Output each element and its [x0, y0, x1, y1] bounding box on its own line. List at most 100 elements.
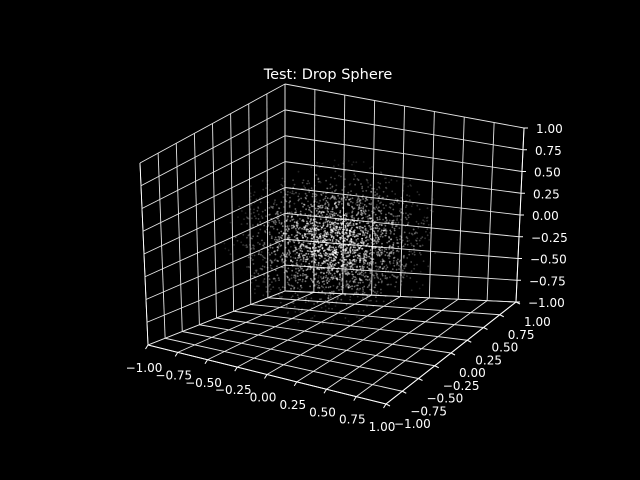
scatter-point [339, 211, 341, 214]
scatter-point [347, 255, 350, 258]
scatter-point [318, 254, 320, 257]
scatter-point [389, 229, 392, 232]
scatter-point [290, 211, 293, 214]
scatter-point [310, 218, 312, 221]
scatter-point [293, 202, 296, 205]
scatter-point [307, 180, 309, 182]
scatter-point [288, 239, 291, 242]
scatter-point [341, 230, 344, 233]
scatter-point [335, 301, 338, 304]
scatter-point [319, 298, 321, 301]
scatter-point [324, 207, 327, 210]
scatter-point [377, 240, 379, 243]
scatter-point [378, 196, 380, 199]
scatter-point [351, 267, 354, 269]
scatter-point [365, 216, 367, 218]
scatter-point [430, 223, 433, 226]
scatter-point [278, 279, 280, 281]
scatter-point [373, 207, 375, 209]
scatter-point [281, 177, 284, 180]
scatter-point [349, 248, 351, 251]
scatter-point [377, 238, 380, 241]
scatter-point [273, 259, 276, 262]
scatter-point [313, 214, 316, 217]
scatter-point [344, 213, 347, 215]
scatter-point [315, 239, 317, 241]
scatter-point [353, 216, 355, 219]
scatter-point [336, 222, 339, 225]
scatter-point [260, 195, 263, 198]
scatter-point [266, 221, 268, 224]
scatter-point [327, 273, 330, 275]
scatter-point [332, 257, 335, 260]
scatter-point [345, 215, 348, 218]
grid-line-left-z [141, 135, 286, 209]
scatter-point [305, 269, 308, 271]
scatter-point [346, 272, 348, 274]
scatter-point [382, 203, 385, 206]
scatter-point [313, 285, 315, 287]
scatter-point [352, 219, 354, 222]
scatter-point [373, 222, 375, 225]
scatter-point [333, 165, 335, 168]
scatter-point [326, 281, 329, 284]
scatter-point [309, 214, 312, 216]
scatter-point [326, 223, 329, 226]
scatter-point [267, 249, 269, 251]
scatter-point [362, 253, 365, 255]
scatter-point [381, 260, 384, 263]
scatter-point [375, 268, 378, 271]
scatter-point [312, 224, 315, 227]
scatter-point [426, 207, 429, 210]
scatter-point [340, 226, 343, 229]
scatter-point [250, 247, 253, 250]
grid-line-left-y [230, 113, 235, 312]
scatter-point [366, 251, 368, 254]
scatter-point [355, 222, 358, 225]
scatter-point [306, 216, 309, 218]
scatter-point [371, 251, 374, 254]
scatter-point [337, 229, 340, 231]
scatter-point [341, 200, 344, 202]
scatter-point [324, 221, 327, 224]
scatter-point [397, 199, 399, 202]
scatter-point [331, 239, 334, 241]
scatter-point [333, 177, 336, 180]
scatter-point [362, 198, 364, 200]
scatter-point [295, 262, 298, 265]
scatter-point [263, 281, 266, 283]
scatter-point [336, 269, 339, 272]
scatter-point [325, 286, 327, 289]
scatter-point [369, 226, 372, 229]
scatter-point [355, 223, 358, 226]
scatter-point [267, 275, 270, 277]
scatter-point [363, 211, 366, 214]
scatter-point [406, 223, 409, 226]
scatter-point [348, 284, 351, 287]
scatter-point [362, 209, 365, 212]
scatter-point [365, 256, 368, 259]
scatter-point [302, 297, 304, 299]
scatter-point [321, 290, 324, 293]
scatter-point [318, 166, 321, 169]
scatter-point [269, 259, 272, 262]
scatter-point [385, 234, 387, 237]
scatter-point [369, 249, 372, 252]
scatter-point [361, 237, 363, 240]
scatter-point [358, 289, 360, 291]
scatter-point [337, 214, 339, 217]
scatter-point [300, 268, 302, 270]
scatter-point [396, 249, 399, 252]
scatter-point [376, 254, 379, 257]
scatter-point [270, 262, 273, 264]
scatter-point [399, 208, 402, 210]
scatter-point [308, 191, 311, 193]
scatter-point [361, 265, 364, 268]
scatter-point [355, 278, 358, 280]
scatter-point [353, 285, 356, 288]
scatter-point [352, 242, 355, 245]
scatter-point [351, 206, 354, 209]
scatter-point [296, 226, 299, 229]
scatter-point [309, 215, 312, 218]
scatter-point [343, 264, 345, 266]
